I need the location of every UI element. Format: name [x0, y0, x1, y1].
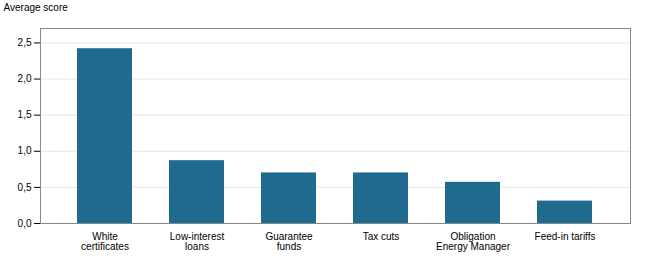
svg-text:2,0: 2,0 — [18, 73, 32, 84]
svg-text:Guaranteefunds: Guaranteefunds — [265, 231, 313, 252]
svg-text:0,0: 0,0 — [18, 218, 32, 229]
svg-text:1,0: 1,0 — [18, 145, 32, 156]
svg-text:0,5: 0,5 — [18, 182, 32, 193]
svg-text:Low-interestloans: Low-interestloans — [170, 231, 225, 252]
svg-text:Tax cuts: Tax cuts — [363, 231, 400, 242]
svg-text:Average score: Average score — [4, 2, 69, 13]
svg-text:Feed-in tariffs: Feed-in tariffs — [535, 231, 596, 242]
svg-text:ObligationEnergy Manager: ObligationEnergy Manager — [436, 231, 511, 252]
svg-text:2,5: 2,5 — [18, 37, 32, 48]
svg-text:1,5: 1,5 — [18, 109, 32, 120]
svg-text:Whitecertificates: Whitecertificates — [81, 231, 129, 252]
